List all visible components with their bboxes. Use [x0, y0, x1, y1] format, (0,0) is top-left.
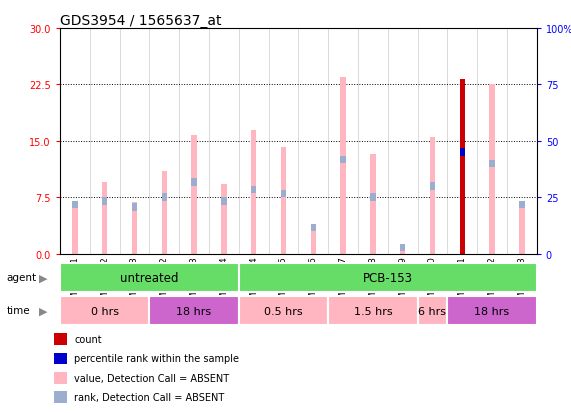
Text: ▶: ▶ [39, 306, 47, 316]
Text: 18 hrs: 18 hrs [176, 306, 212, 316]
Bar [281, 190, 286, 198]
Text: PCB-153: PCB-153 [363, 271, 413, 284]
Bar [519, 202, 525, 209]
Bar [370, 194, 376, 202]
Bar [150, 297, 239, 325]
Text: percentile rank within the sample: percentile rank within the sample [74, 354, 239, 363]
Bar [460, 80, 465, 254]
Bar [489, 85, 494, 254]
Text: 0.5 hrs: 0.5 hrs [264, 306, 303, 316]
Bar [221, 198, 227, 205]
Text: 6 hrs: 6 hrs [419, 306, 447, 316]
Bar [60, 263, 239, 292]
Bar [370, 155, 376, 254]
Bar [519, 203, 525, 254]
Text: rank, Detection Call = ABSENT: rank, Detection Call = ABSENT [74, 392, 224, 402]
Text: value, Detection Call = ABSENT: value, Detection Call = ABSENT [74, 373, 230, 383]
Text: untreated: untreated [120, 271, 179, 284]
Bar [328, 297, 417, 325]
Bar [460, 149, 465, 157]
Bar [281, 147, 286, 254]
Bar [417, 297, 447, 325]
Bar [221, 185, 227, 254]
Text: count: count [74, 334, 102, 344]
Bar [191, 135, 197, 254]
Bar [162, 171, 167, 254]
Text: GDS3954 / 1565637_at: GDS3954 / 1565637_at [60, 14, 222, 28]
Bar [72, 202, 78, 209]
Bar [340, 78, 345, 254]
Text: 1.5 hrs: 1.5 hrs [353, 306, 392, 316]
Text: time: time [7, 306, 30, 316]
Text: ▶: ▶ [39, 273, 47, 282]
Bar [251, 130, 256, 254]
Bar [400, 245, 405, 254]
Text: agent: agent [7, 273, 37, 282]
Bar [447, 297, 537, 325]
Bar [102, 198, 107, 205]
Text: 18 hrs: 18 hrs [475, 306, 509, 316]
Bar [191, 179, 197, 187]
Bar [430, 183, 435, 190]
Bar [239, 297, 328, 325]
Bar [400, 244, 405, 252]
Bar [311, 231, 316, 254]
Bar [489, 160, 494, 168]
Text: 0 hrs: 0 hrs [91, 306, 119, 316]
Bar [460, 80, 465, 254]
Bar [430, 138, 435, 254]
Bar [311, 224, 316, 231]
Bar [132, 203, 137, 254]
Bar [239, 263, 537, 292]
Bar [340, 157, 345, 164]
Bar [102, 183, 107, 254]
Bar [72, 205, 78, 254]
Bar [162, 194, 167, 202]
Bar [132, 204, 137, 211]
Bar [60, 297, 150, 325]
Bar [251, 187, 256, 194]
